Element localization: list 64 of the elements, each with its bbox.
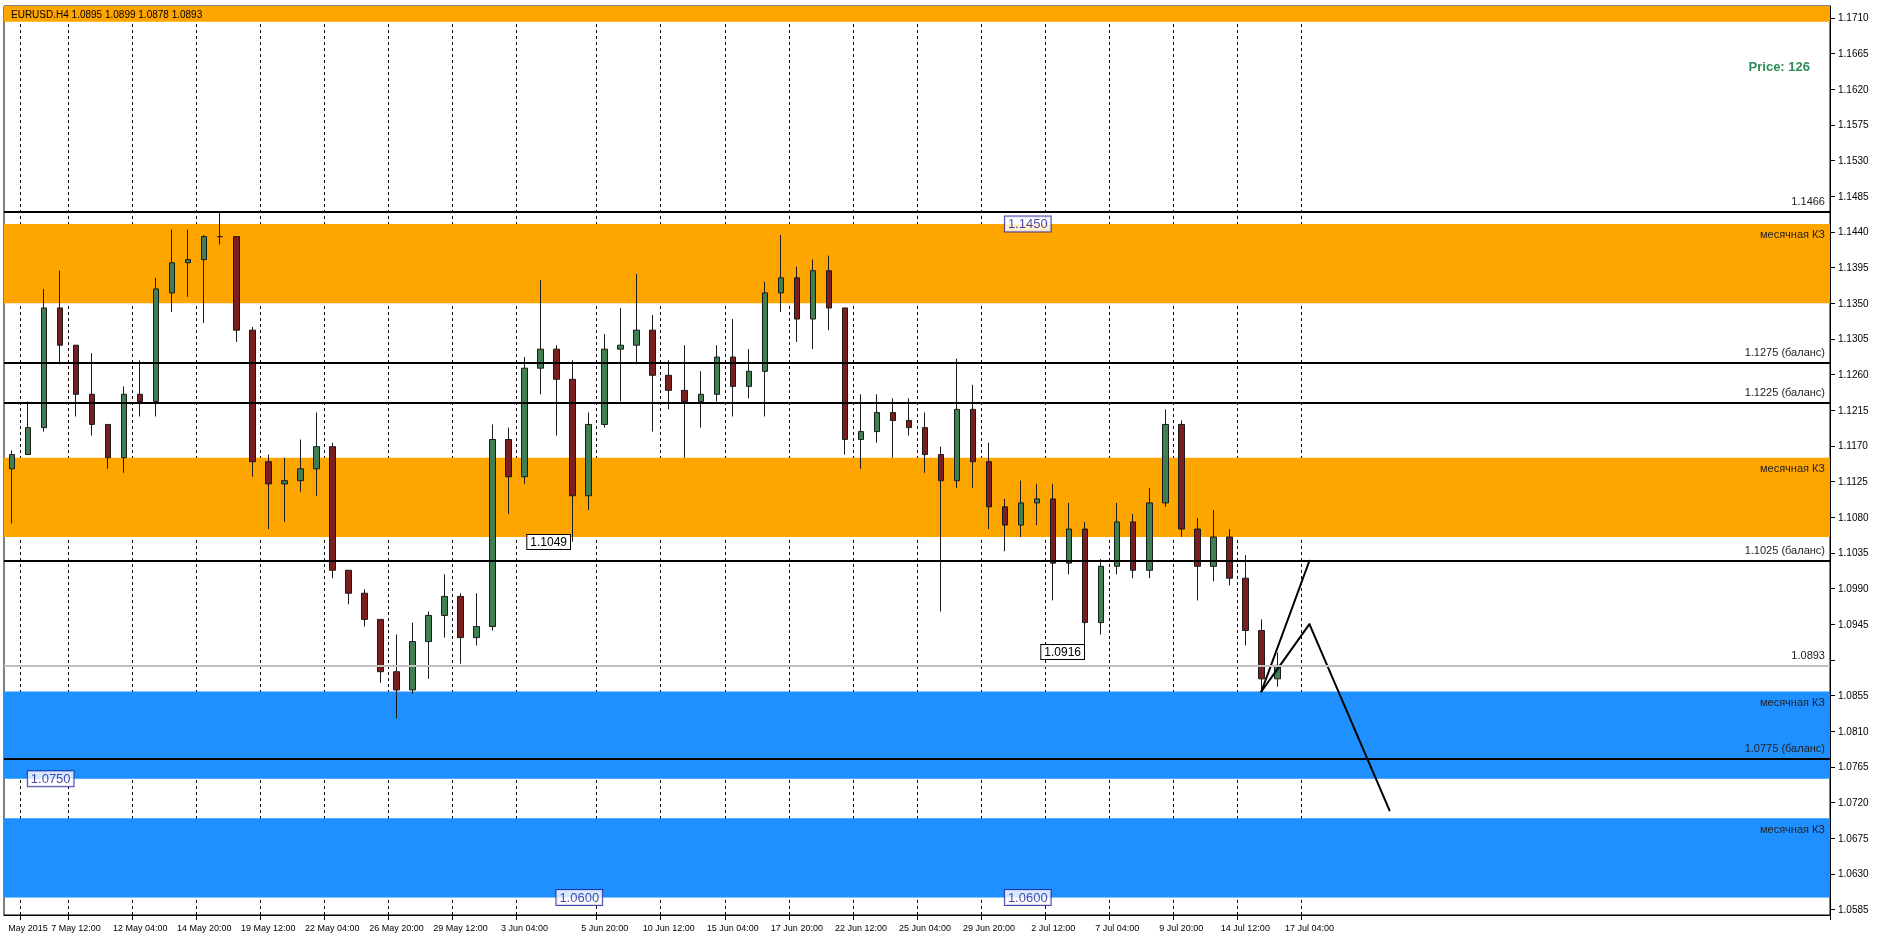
band-label: месячная КЗ [1759, 696, 1826, 709]
annotation: 1.0916 [1044, 645, 1082, 659]
y-tick-label: 1.1665 [1838, 48, 1870, 60]
x-tick-label: 9 Jul 20:00 [1159, 922, 1204, 933]
x-tick-label: 15 Jun 04:00 [706, 922, 759, 933]
y-tick-label: 1.1260 [1838, 369, 1870, 381]
y-tick-label: 1.0585 [1838, 903, 1870, 915]
y-tick-label: 1.0630 [1838, 868, 1870, 880]
y-tick-label: 1.0720 [1838, 796, 1870, 808]
band-label: месячная КЗ [1759, 822, 1826, 835]
y-tick-label: 1.1215 [1838, 404, 1870, 416]
band-label: месячная КЗ [1759, 228, 1826, 241]
ref-line-label: 1.1025 (баланс) [1744, 544, 1825, 557]
y-tick-label: 1.1485 [1838, 190, 1870, 202]
ref-line-label: 1.1466 [1791, 194, 1825, 207]
x-tick-label: 29 Jun 20:00 [963, 922, 1016, 933]
x-tick-label: 5 Jun 20:00 [581, 922, 629, 933]
y-tick-label: 1.0675 [1838, 832, 1870, 844]
annotation: 1.1450 [1007, 216, 1048, 232]
y-tick-label: 1.1080 [1838, 511, 1870, 523]
y-tick-label: 1.1305 [1838, 333, 1870, 345]
x-tick-label: 14 Jul 12:00 [1220, 922, 1270, 933]
y-tick-label: 1.1440 [1838, 226, 1870, 238]
x-tick-label: 14 May 20:00 [176, 922, 232, 933]
ref-line-label: 1.1225 (баланс) [1744, 385, 1825, 398]
y-tick-label: 1.0810 [1838, 725, 1870, 737]
y-tick-label: 1.1350 [1838, 297, 1870, 309]
x-tick-label: 26 May 20:00 [369, 922, 424, 933]
y-tick-label: 1.1530 [1838, 155, 1870, 167]
x-tick-label: 7 May 12:00 [51, 922, 101, 933]
x-tick-label: 17 Jun 20:00 [770, 922, 823, 933]
y-tick-label: 1.0765 [1838, 761, 1870, 773]
y-tick-label: 1.1170 [1838, 440, 1869, 452]
ref-line-label: 1.0775 (баланс) [1744, 742, 1825, 755]
annotation: 1.0750 [30, 771, 71, 787]
y-tick-label: 1.1395 [1838, 262, 1870, 274]
chart-title: EURUSD.H4 1.0895 1.0899 1.0878 1.0893 [11, 8, 203, 20]
x-tick-label: 22 May 04:00 [305, 922, 360, 933]
x-tick-label: 7 Jul 04:00 [1095, 922, 1140, 933]
x-tick-label: 29 May 12:00 [433, 922, 488, 933]
annotation: 1.1049 [530, 535, 568, 549]
x-tick-label: 22 Jun 12:00 [834, 922, 887, 933]
x-tick-label: 19 May 12:00 [241, 922, 296, 933]
band-label: месячная КЗ [1759, 462, 1826, 475]
x-tick-label: 2 Jul 12:00 [1031, 922, 1076, 933]
ref-line-label: 1.1275 (баланс) [1744, 346, 1825, 359]
annotation: 1.0600 [1007, 890, 1048, 906]
ref-line-label: 1.0893 [1791, 648, 1825, 661]
y-tick-label: 1.1035 [1838, 547, 1870, 559]
annotation: 1.0600 [559, 890, 600, 906]
x-tick-label: 25 Jun 04:00 [898, 922, 952, 933]
x-tick-label: 3 Jun 04:00 [501, 922, 549, 933]
x-tick-label: 10 Jun 12:00 [642, 922, 695, 933]
y-tick-label: 1.1575 [1838, 119, 1870, 131]
x-tick-label: 17 Jul 04:00 [1284, 922, 1334, 933]
annotation: Price: 126 [1748, 58, 1810, 74]
y-tick-label: 1.0990 [1838, 582, 1870, 594]
y-tick-label: 1.1620 [1838, 83, 1870, 95]
x-tick-label: May 2015 [8, 922, 48, 933]
x-tick-label: 12 May 04:00 [112, 922, 168, 933]
y-tick-label: 1.0855 [1838, 689, 1870, 701]
y-tick-label: 1.0945 [1838, 618, 1870, 630]
y-tick-label: 1.1125 [1838, 476, 1869, 487]
y-tick-label: 1.1710 [1838, 12, 1870, 24]
